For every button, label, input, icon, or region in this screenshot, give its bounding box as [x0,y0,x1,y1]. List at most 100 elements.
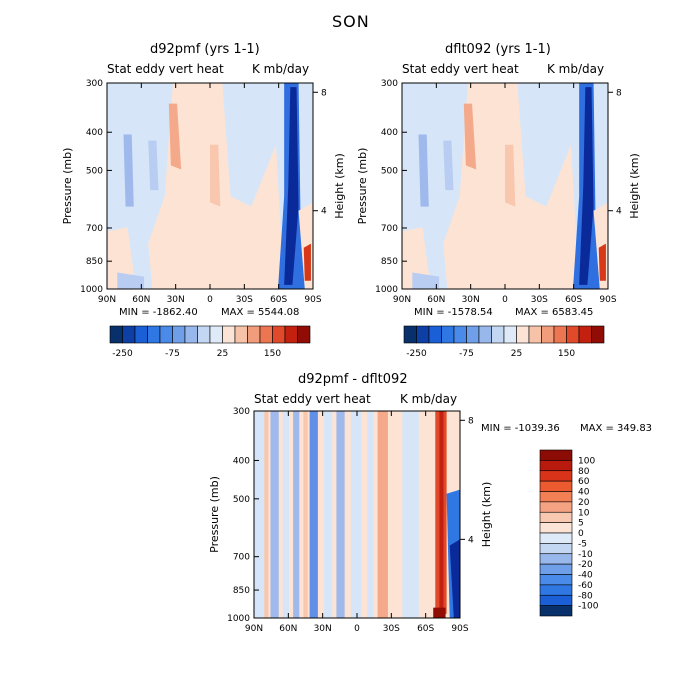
panel1-subtitle-right: K mb/day [252,62,310,76]
panel2-colorbar-label: -250 [406,349,427,359]
field-cool-band [293,411,300,618]
panel3-ytick-label: 850 [233,586,250,596]
page-title: SON [332,12,370,31]
field-cool-band [410,411,419,618]
field-warm-streak [168,103,182,170]
panel3-colorbar-label: 5 [578,519,584,529]
panel2-ytick-label: 400 [381,128,398,138]
panel1-colorbar-segment [147,325,161,344]
field-cool-band [282,411,290,618]
panel3-colorbar-segment [539,460,573,472]
panel3-xtick-label: 60N [279,624,297,634]
panel2-colorbar-segment [403,325,417,344]
field-cool-band [324,411,333,618]
panel3-colorbar-segment [539,480,573,492]
panel1-min-label: MIN = -1862.40 [119,307,198,318]
panel1-xtick-label: 60N [132,295,150,305]
field-cool-band [270,411,279,618]
field-warm-band [303,411,308,618]
panel2-xtick-label: 30N [462,295,480,305]
panel3-ytick-label: 1000 [227,614,250,624]
panel1-colorbar-label: 25 [217,349,228,359]
panel3-colorbar-label: -20 [578,560,593,570]
panel1-xtick-label: 60S [270,295,287,305]
panel2-xtick-label: 60S [565,295,582,305]
panel3-xtick-label: 30S [383,624,400,634]
panel1-colorbar-segment [197,325,211,344]
panel1-y2tick-label: 8 [321,88,327,98]
panel2-colorbar-label: -75 [459,349,474,359]
panel3-colorbar-segment [539,584,573,596]
panel3-xtick-label: 90N [245,624,263,634]
panel2-ytick-label: 300 [381,79,398,89]
panel2-colorbar-segment [578,325,592,344]
panel3-xtick-label: 60S [417,624,434,634]
field-strong-cool-core [449,539,460,618]
panel3-y2label: Height (km) [480,482,493,548]
field-cool-band [336,411,345,618]
panel3-ytick-label: 700 [233,553,250,563]
panel2-xtick-label: 30S [531,295,548,305]
panel3-colorbar-label: 40 [578,488,590,498]
panel2-xtick-label: 60N [427,295,445,305]
panel3-xtick-label: 90S [451,624,468,634]
panel3-y2tick-label: 8 [468,416,474,426]
panel1-colorbar-segment [159,325,173,344]
panel1-y2label: Height (km) [333,153,346,219]
panel3-field [254,411,460,618]
panel2-colorbar-segment [441,325,455,344]
panel2-xtick-label: 0 [502,295,508,305]
panel2-colorbar-segment [528,325,542,344]
panel3-colorbar-segment [539,511,573,523]
panel3-subtitle-right: K mb/day [400,392,458,406]
field-warm-streak [505,144,516,207]
panel2-y2tick-label: 8 [616,88,622,98]
panel1-colorbar-segment [247,325,261,344]
panel2-ytick-label: 700 [381,224,398,234]
panel3-colorbar-segment [539,470,573,482]
panel3-colorbar-label: 100 [578,456,595,466]
panel2-colorbar-segment [591,325,605,344]
panel1-field [107,83,313,289]
panel3-ytick-label: 500 [233,495,250,505]
panel1-colorbar-segment [234,325,248,344]
panel3-colorbar-label: 20 [578,498,590,508]
panel2-xtick-label: 90S [599,295,616,305]
panel2-title: dflt092 (yrs 1-1) [445,42,551,57]
panel3-colorbar-label: -80 [578,591,593,601]
panel1-xtick-label: 90S [304,295,321,305]
panel3-colorbar-segment [539,574,573,586]
panel2-min-label: MIN = -1578.54 [414,307,493,318]
panel1-colorbar-segment [284,325,298,344]
panel2-colorbar-segment [566,325,580,344]
panel1-colorbar-segment [209,325,223,344]
panel2-y2tick-label: 4 [616,207,622,217]
panel3-colorbar-segment [539,563,573,575]
panel2-colorbar-label: 25 [511,349,522,359]
field-cool-streak [117,272,145,289]
panel3-colorbar-segment [539,522,573,534]
panel1-title: d92pmf (yrs 1-1) [150,42,260,57]
panel2-max-label: MAX = 6583.45 [515,307,594,318]
panel2-colorbar-segment [541,325,555,344]
panel3-colorbar-label: -100 [578,602,599,612]
panel1-colorbar-segment [259,325,273,344]
panel2-colorbar-segment [503,325,517,344]
panel2-colorbar-label: 150 [558,349,575,359]
field-warm-band [264,411,269,618]
field-strong-cool-core [284,87,299,285]
panel3-colorbar-label: -40 [578,571,593,581]
panel2-ytick-label: 850 [381,257,398,267]
field-warm-band [377,411,388,618]
panel3-xtick-label: 0 [354,624,360,634]
field-warm-region [402,227,431,289]
panel2-colorbar-segment [416,325,430,344]
panel3-colorbar-segment [539,532,573,544]
panel1-colorbar-segment [172,325,186,344]
field-cool-streak [412,272,440,289]
panel3-ytick-label: 300 [233,407,250,417]
panel3-colorbar-segment [539,543,573,555]
field-cool-streak [418,134,429,207]
panel3-max-label: MAX = 349.83 [580,423,653,434]
panel3-colorbar-segment [539,605,573,617]
